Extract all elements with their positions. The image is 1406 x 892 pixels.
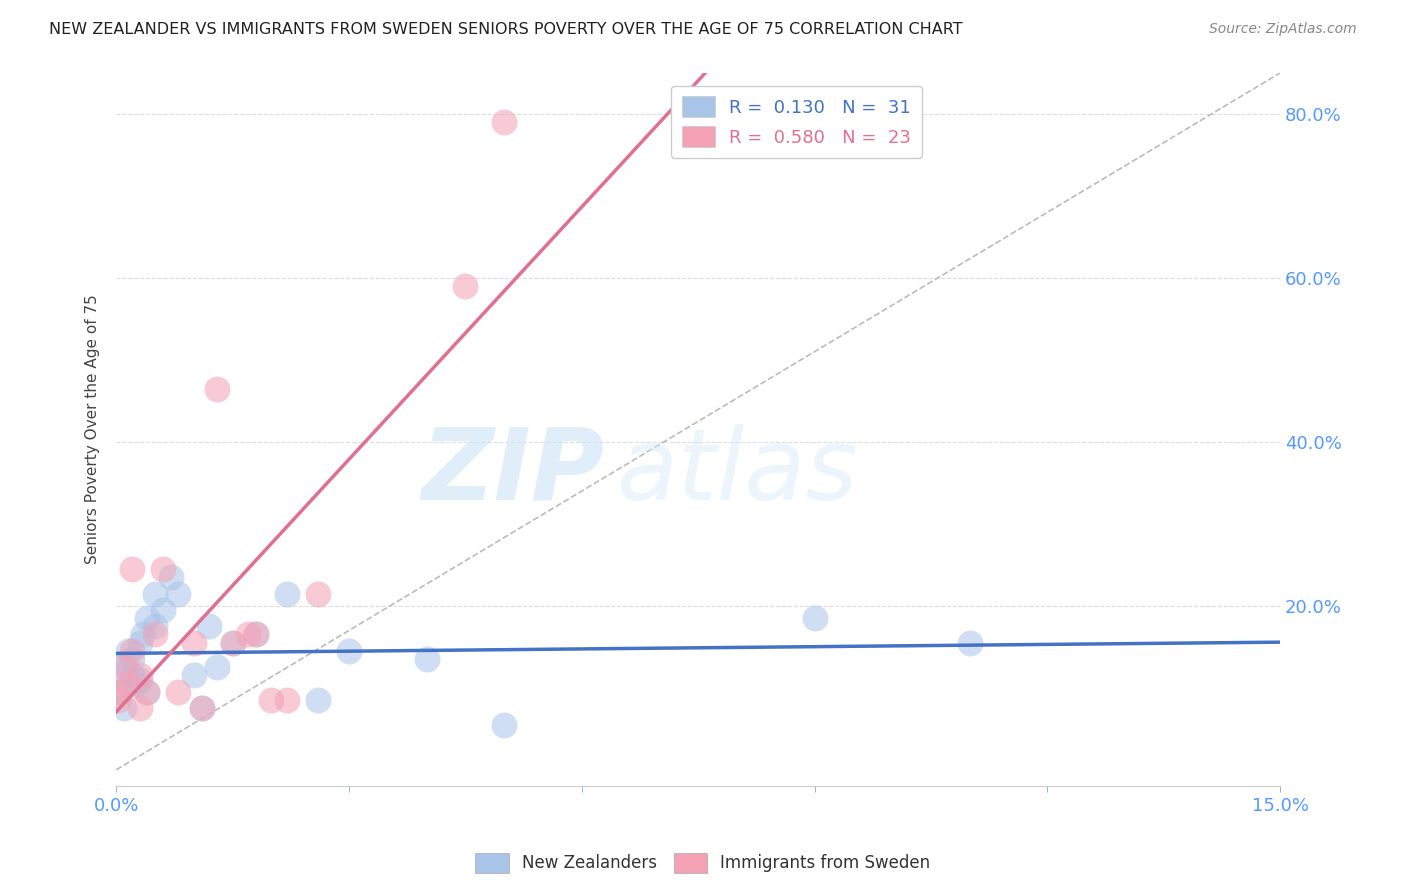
Point [143,586,166,600]
Point [276,586,298,600]
Point [803,611,825,625]
Point [152,603,174,617]
Point [183,668,205,682]
Y-axis label: Seniors Poverty Over the Age of 75: Seniors Poverty Over the Age of 75 [86,294,100,565]
Point [167,685,190,699]
Point [136,611,159,625]
Point [121,652,143,666]
Point [121,562,143,576]
Point [121,644,143,658]
Text: atlas: atlas [617,424,858,521]
Text: Source: ZipAtlas.com: Source: ZipAtlas.com [1209,22,1357,37]
Point [117,644,139,658]
Point [124,676,146,690]
Point [136,685,159,699]
Point [205,660,228,674]
Point [276,693,298,707]
Point [454,279,477,293]
Legend: R =  0.130   N =  31, R =  0.580   N =  23: R = 0.130 N = 31, R = 0.580 N = 23 [672,86,922,158]
Point [245,627,267,641]
Legend: New Zealanders, Immigrants from Sweden: New Zealanders, Immigrants from Sweden [468,847,938,880]
Point [167,586,190,600]
Point [337,644,360,658]
Point [415,652,437,666]
Point [190,701,212,715]
Point [128,668,150,682]
Point [107,693,129,707]
Point [132,627,155,641]
Point [143,627,166,641]
Point [238,627,260,641]
Point [143,619,166,633]
Point [117,676,139,690]
Point [121,668,143,682]
Point [128,673,150,687]
Point [221,636,243,650]
Point [136,685,159,699]
Point [183,636,205,650]
Point [205,382,228,396]
Point [108,685,131,699]
Point [108,685,131,699]
Point [112,656,135,670]
Point [128,636,150,650]
Point [128,701,150,715]
Point [221,636,243,650]
Text: NEW ZEALANDER VS IMMIGRANTS FROM SWEDEN SENIORS POVERTY OVER THE AGE OF 75 CORRE: NEW ZEALANDER VS IMMIGRANTS FROM SWEDEN … [49,22,963,37]
Point [112,701,135,715]
Point [152,562,174,576]
Point [307,693,329,707]
Point [159,570,181,584]
Text: ZIP: ZIP [422,424,605,521]
Point [112,660,135,674]
Point [245,627,267,641]
Point [959,636,981,650]
Point [198,619,221,633]
Point [107,668,129,682]
Point [190,701,212,715]
Point [494,717,516,731]
Point [307,586,329,600]
Point [494,115,516,129]
Point [260,693,283,707]
